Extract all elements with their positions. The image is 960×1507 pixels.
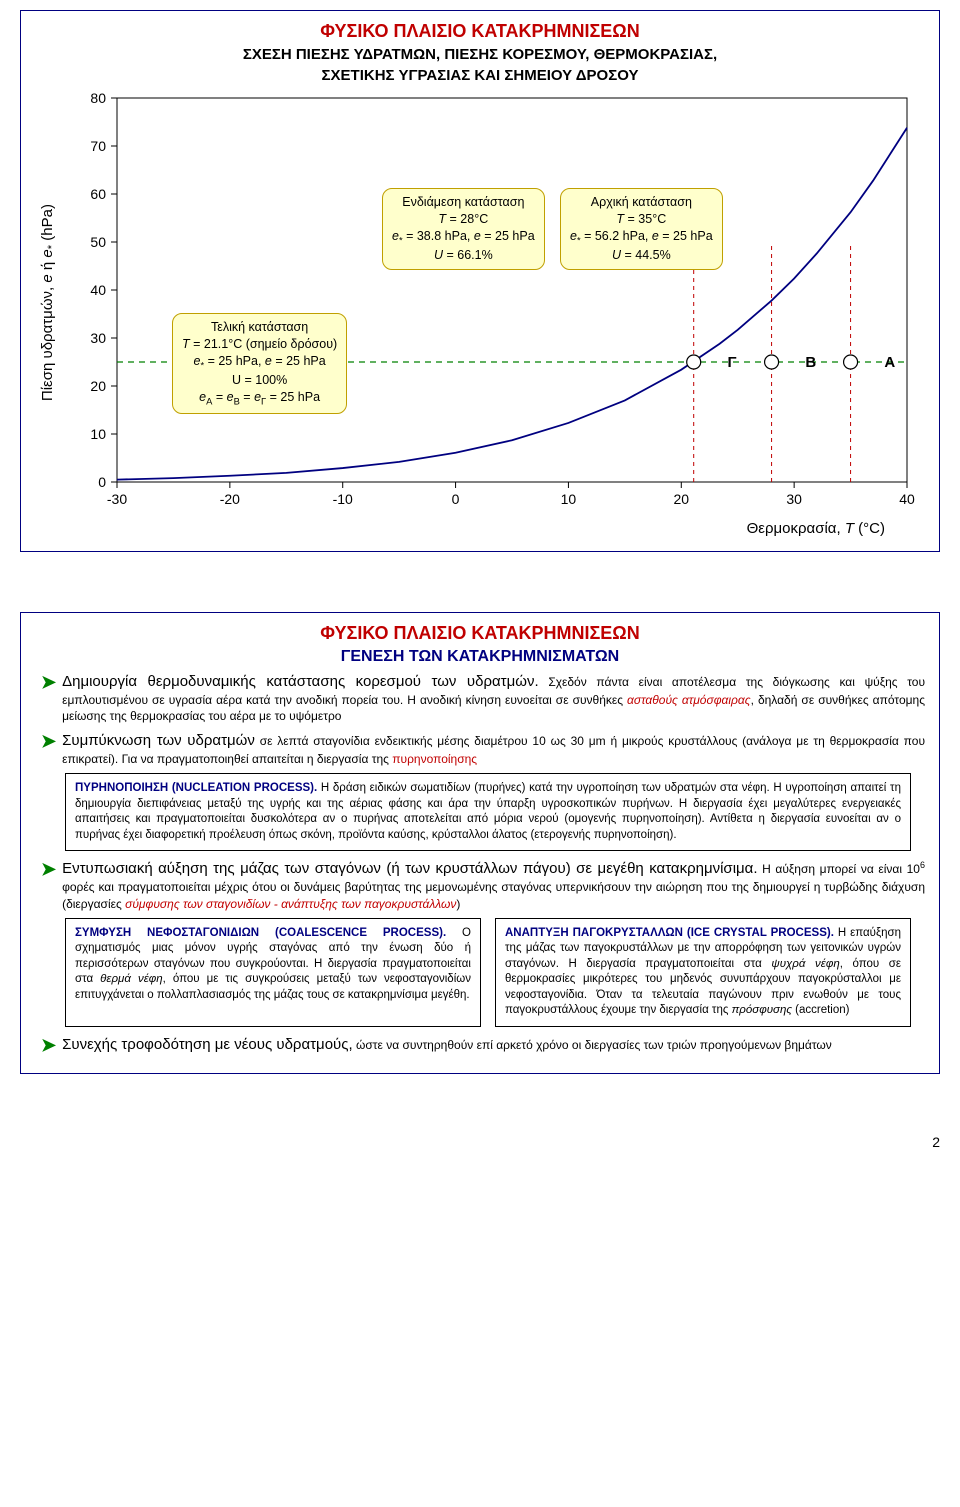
nucleation-box: ΠΥΡΗΝΟΠΟΙΗΣΗ (NUCLEATION PROCESS). H δρά… xyxy=(65,773,911,851)
ice-crystal-box: ΑΝΑΠΤΥΞΗ ΠΑΓΟΚΡΥΣΤΑΛΛΩΝ (ICE CRYSTAL PRO… xyxy=(495,918,911,1027)
svg-text:70: 70 xyxy=(90,138,106,154)
page-number: 2 xyxy=(20,1134,940,1150)
panel1-title: ΦΥΣΙΚΟ ΠΛΑΙΣΙΟ ΚΑΤΑΚΡΗΜΝΙΣΕΩΝ xyxy=(35,21,925,42)
panel2-title: ΦΥΣΙΚΟ ΠΛΑΙΣΙΟ ΚΑΤΑΚΡΗΜΝΙΣΕΩΝ xyxy=(35,623,925,644)
y-axis-label: Πίεση υδρατμών, e ή e* (hPa) xyxy=(35,204,62,401)
svg-text:50: 50 xyxy=(90,234,106,250)
svg-text:30: 30 xyxy=(786,491,802,507)
svg-text:0: 0 xyxy=(452,491,460,507)
bullet-3: ➤ Εντυπωσιακή αύξηση της μάζας των σταγό… xyxy=(41,859,925,912)
svg-text:-30: -30 xyxy=(107,491,127,507)
process-boxes: ΣΥΜΦΥΣΗ ΝΕΦΟΣΤΑΓΟΝΙΔΙΩΝ (COALESCENCE PRO… xyxy=(65,918,911,1027)
svg-text:10: 10 xyxy=(561,491,577,507)
panel-chart: ΦΥΣΙΚΟ ΠΛΑΙΣΙΟ ΚΑΤΑΚΡΗΜΝΙΣΕΩΝ ΣΧΕΣΗ ΠΙΕΣ… xyxy=(20,10,940,552)
svg-text:10: 10 xyxy=(90,426,106,442)
x-axis-label: Θερμοκρασία, T (°C) xyxy=(35,520,925,537)
svg-text:Β: Β xyxy=(805,354,816,371)
callout-mid: Ενδιάμεση κατάσταση T = 28°C e* = 38.8 h… xyxy=(382,188,545,270)
bullet-2: ➤ Συμπύκνωση των υδρατμών σε λεπτά σταγο… xyxy=(41,731,925,767)
bullet-1: ➤ Δημιουργία θερμοδυναμικής κατάστασης κ… xyxy=(41,672,925,725)
coalescence-box: ΣΥΜΦΥΣΗ ΝΕΦΟΣΤΑΓΟΝΙΔΙΩΝ (COALESCENCE PRO… xyxy=(65,918,481,1027)
chevron-icon: ➤ xyxy=(41,731,56,753)
chart-area: -30 -20 -10 0 10 20 30 40 0 10 20 30 40 50 60 70 80 Γ Β Α Τ… xyxy=(62,88,925,518)
chevron-icon: ➤ xyxy=(41,1035,56,1057)
bullet-4: ➤ Συνεχής τροφοδότηση με νέους υδρατμούς… xyxy=(41,1035,925,1057)
chevron-icon: ➤ xyxy=(41,672,56,694)
chart-wrap: Πίεση υδρατμών, e ή e* (hPa) -30 -20 -10 0 1… xyxy=(35,88,925,518)
panel1-sub2: ΣΧΕΤΙΚΗΣ ΥΓΡΑΣΙΑΣ ΚΑΙ ΣΗΜΕΙΟΥ ΔΡΟΣΟΥ xyxy=(35,67,925,84)
callout-init: Αρχική κατάσταση T = 35°C e* = 56.2 hPa,… xyxy=(560,188,723,270)
svg-text:20: 20 xyxy=(673,491,689,507)
svg-text:40: 40 xyxy=(90,282,106,298)
panel1-sub1: ΣΧΕΣΗ ΠΙΕΣΗΣ ΥΔΡΑΤΜΩΝ, ΠΙΕΣΗΣ ΚΟΡΕΣΜΟΥ, … xyxy=(35,46,925,63)
panel-text: ΦΥΣΙΚΟ ΠΛΑΙΣΙΟ ΚΑΤΑΚΡΗΜΝΙΣΕΩΝ ΓΕΝΕΣΗ ΤΩΝ… xyxy=(20,612,940,1074)
svg-text:-20: -20 xyxy=(220,491,240,507)
callout-final: Τελική κατάσταση T = 21.1°C (σημείο δρόσ… xyxy=(172,313,347,414)
panel2-subtitle: ΓΕΝΕΣΗ ΤΩΝ ΚΑΤΑΚΡΗΜΝΙΣΜΑΤΩΝ xyxy=(35,648,925,666)
svg-text:Γ: Γ xyxy=(728,354,737,371)
chart-svg: -30 -20 -10 0 10 20 30 40 0 10 20 30 40 50 60 70 80 Γ Β Α xyxy=(62,88,925,518)
svg-text:-10: -10 xyxy=(333,491,353,507)
svg-text:80: 80 xyxy=(90,90,106,106)
svg-text:0: 0 xyxy=(98,474,106,490)
svg-text:Α: Α xyxy=(884,354,895,371)
chevron-icon: ➤ xyxy=(41,859,56,881)
svg-text:20: 20 xyxy=(90,378,106,394)
svg-text:40: 40 xyxy=(899,491,915,507)
svg-text:60: 60 xyxy=(90,186,106,202)
svg-text:30: 30 xyxy=(90,330,106,346)
